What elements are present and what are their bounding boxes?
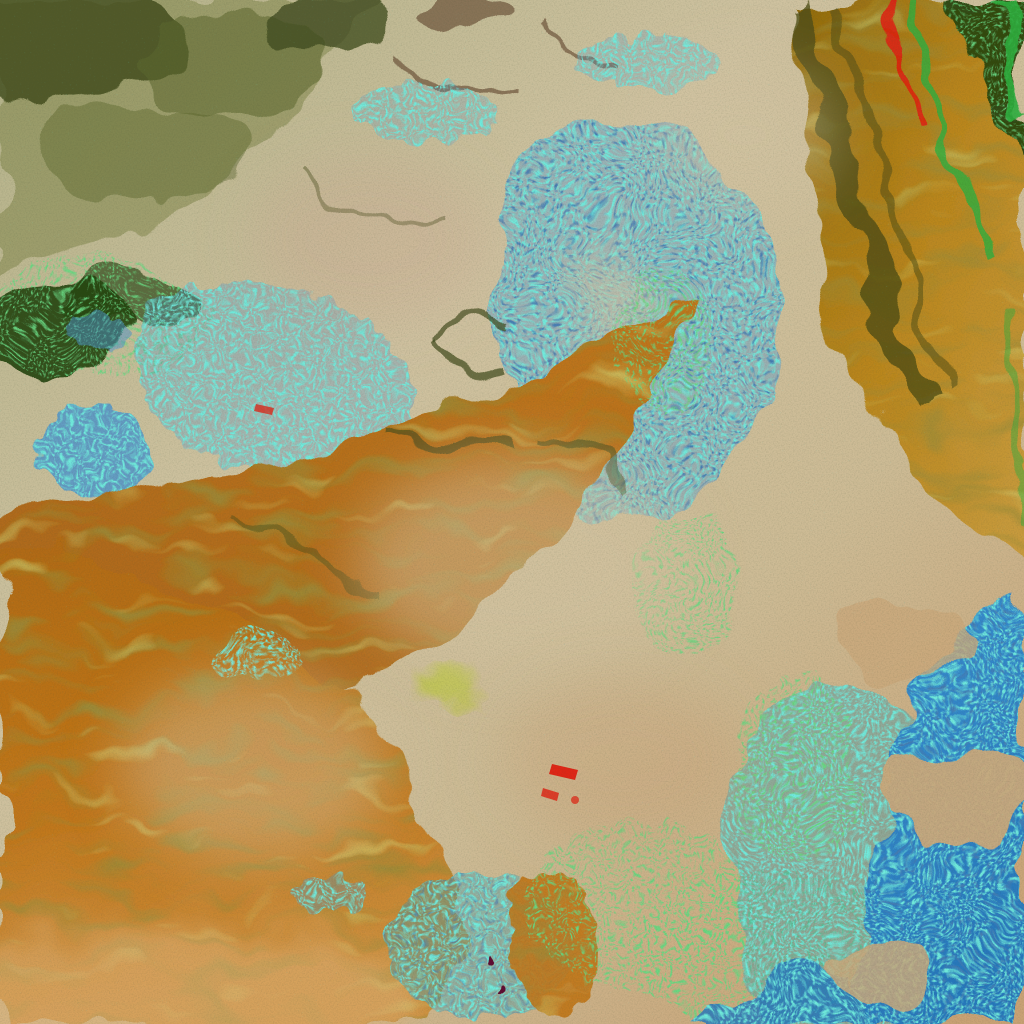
grain-overlay <box>0 0 1024 1024</box>
false-color-satellite-screenshot <box>0 0 1024 1024</box>
satellite-image-canvas <box>0 0 1024 1024</box>
